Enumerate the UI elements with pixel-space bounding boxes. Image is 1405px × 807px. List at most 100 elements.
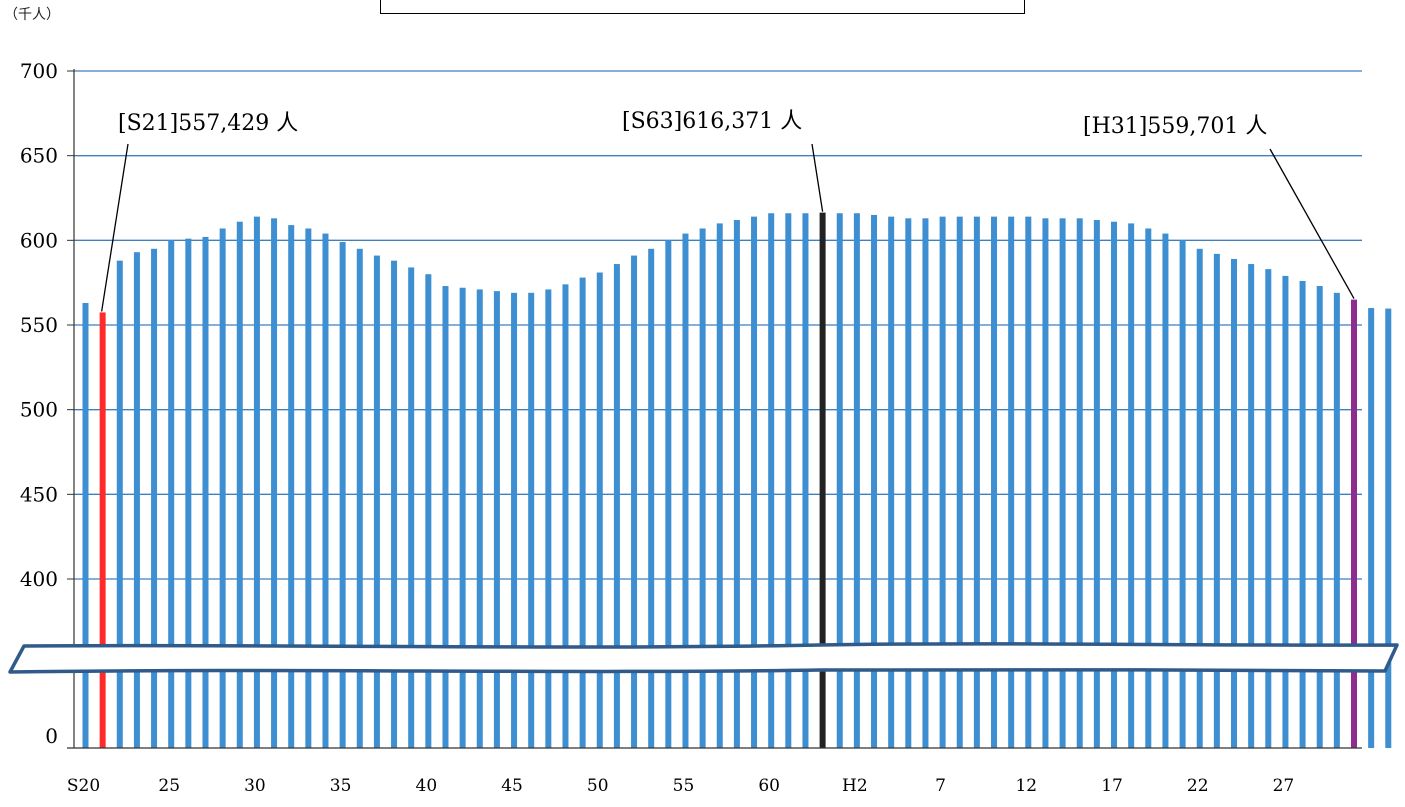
bar [836, 213, 843, 749]
y-tick-label: 550 [20, 313, 58, 337]
bar [528, 292, 535, 748]
bar [168, 240, 175, 749]
bar [768, 213, 775, 749]
bar [545, 289, 552, 748]
bar [236, 221, 243, 748]
bar [1145, 228, 1152, 749]
bar [871, 214, 878, 748]
bar [665, 240, 672, 749]
bar [408, 267, 415, 748]
y-tick-label: 500 [20, 398, 58, 422]
bar [973, 216, 980, 749]
bar [1025, 216, 1032, 749]
x-tick-label: 30 [244, 776, 266, 796]
bar [956, 216, 963, 749]
bar [1248, 264, 1255, 748]
x-tick-label: 27 [1273, 776, 1295, 796]
y-tick-label: 650 [20, 144, 58, 168]
bar [733, 220, 740, 749]
bar [819, 212, 826, 749]
bar [1093, 220, 1100, 749]
x-tick-label: 25 [158, 776, 180, 796]
bar [99, 312, 106, 748]
bar [1368, 308, 1375, 748]
chart-title-box [380, 0, 1025, 14]
bar [1333, 292, 1340, 748]
bar [631, 255, 638, 748]
bar [751, 216, 758, 749]
x-tick-label: 7 [935, 776, 946, 796]
bar [1299, 280, 1306, 748]
bar [322, 233, 329, 748]
bar [699, 228, 706, 749]
annotation-leader-line [1269, 148, 1355, 299]
bar [1213, 253, 1220, 748]
x-tick-label: 55 [673, 776, 695, 796]
bar [888, 216, 895, 749]
bar [682, 233, 689, 748]
bar [1059, 218, 1066, 748]
bar [82, 302, 89, 748]
bar [1385, 308, 1392, 748]
x-tick-label: 60 [758, 776, 780, 796]
bar [288, 225, 295, 749]
bar [271, 218, 278, 748]
x-tick-label: S20 [67, 776, 100, 796]
bar [373, 255, 380, 748]
bar [116, 260, 123, 748]
x-tick-label: 22 [1187, 776, 1209, 796]
bar [151, 248, 158, 749]
bar [459, 287, 466, 748]
bar [1351, 299, 1357, 748]
bar [511, 292, 518, 748]
bar [716, 223, 723, 748]
y-tick-label: 400 [20, 567, 58, 591]
bar [1111, 221, 1118, 748]
bar [493, 291, 500, 748]
bar [1231, 258, 1238, 748]
bar [339, 242, 346, 748]
x-tick-label: 45 [501, 776, 523, 796]
bar [1076, 218, 1083, 748]
bar [562, 284, 569, 748]
y-tick-label: 450 [20, 482, 58, 506]
x-tick-label: 12 [1015, 776, 1037, 796]
y-tick-label: 0 [45, 724, 58, 748]
annotation-label: [H31]559,701 人 [1083, 114, 1267, 139]
bar [596, 272, 603, 748]
bar [1179, 240, 1186, 749]
x-tick-label: 50 [587, 776, 609, 796]
bar [613, 264, 620, 748]
bar [785, 213, 792, 749]
y-unit-label: （千人） [4, 7, 60, 23]
bar [133, 252, 140, 749]
bar [802, 213, 809, 749]
x-tick-label: 40 [416, 776, 438, 796]
annotation-leader-line [811, 143, 824, 212]
bar [905, 218, 912, 748]
bar [253, 216, 260, 749]
bar [1128, 223, 1135, 748]
bar [1042, 218, 1049, 748]
bar [185, 238, 192, 748]
bar [579, 277, 586, 748]
bar [1196, 248, 1203, 749]
bar [1162, 233, 1169, 748]
bar [1316, 286, 1323, 748]
bar [476, 289, 483, 748]
bar [202, 236, 209, 749]
bar [922, 218, 929, 748]
bar [939, 216, 946, 749]
bar [991, 216, 998, 749]
bar [1282, 275, 1289, 748]
x-tick-label: 17 [1101, 776, 1123, 796]
bar [442, 286, 449, 748]
bar [305, 228, 312, 749]
bar [391, 260, 398, 748]
annotation-label: [S21]557,429 人 [118, 111, 298, 136]
bar [425, 274, 432, 748]
x-tick-label: H2 [842, 776, 868, 796]
y-tick-label: 600 [20, 228, 58, 252]
x-tick-label: 35 [330, 776, 352, 796]
